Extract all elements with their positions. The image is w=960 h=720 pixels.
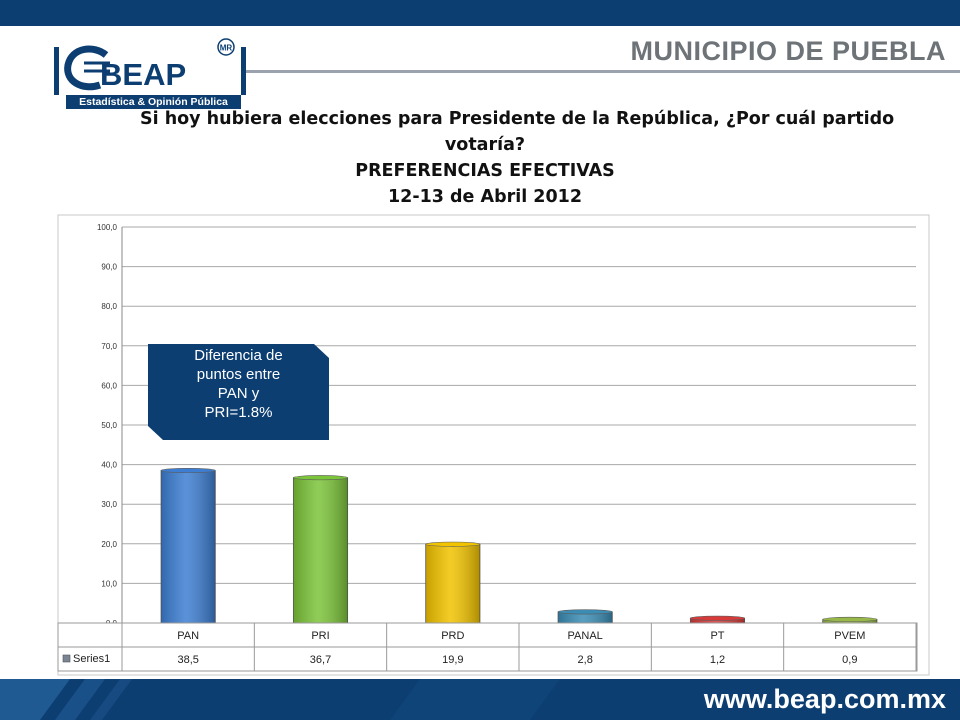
category-label: PANAL — [568, 630, 603, 642]
website-url: www.beap.com.mx — [703, 684, 946, 714]
bar-pri — [292, 475, 349, 624]
category-label: PVEM — [834, 630, 865, 642]
legend-key — [62, 654, 71, 663]
value-label: 0,9 — [842, 654, 857, 666]
value-label: 38,5 — [177, 654, 198, 666]
category-label: PT — [710, 630, 724, 642]
logo-word: BEAP — [100, 57, 186, 92]
municipality-heading: MUNICIPIO DE PUEBLA — [630, 36, 946, 66]
logo-mark: MR — [220, 44, 233, 53]
bar-prd — [425, 541, 481, 624]
callout-line-3: PAN y — [217, 385, 260, 402]
chart-title-line-2: votaría? — [444, 135, 526, 155]
y-tick-label: 50,0 — [101, 421, 117, 430]
value-label: 1,2 — [710, 654, 725, 666]
bar-top — [557, 609, 613, 615]
beap-logo: BEAP MR Estadística & Opinión Pública — [54, 33, 247, 113]
category-label: PAN — [177, 630, 199, 642]
value-label: 36,7 — [310, 654, 331, 666]
category-label: PRD — [441, 630, 464, 642]
bar-panal — [557, 609, 613, 624]
chart-title: Si hoy hubiera elecciones para President… — [140, 106, 895, 210]
bar-shading — [293, 477, 348, 623]
bar-pvem — [822, 616, 878, 624]
series-name: Series1 — [73, 653, 110, 665]
category-label: PRI — [311, 630, 329, 642]
top-banner — [0, 0, 960, 26]
value-label: 2,8 — [578, 654, 593, 666]
y-tick-label: 60,0 — [101, 381, 117, 390]
bar-top — [690, 615, 745, 621]
difference-callout — [148, 344, 329, 440]
bar-shading — [161, 470, 216, 623]
y-tick-label: 100,0 — [97, 223, 118, 232]
bar-pan — [160, 468, 216, 624]
bar-top — [822, 616, 878, 622]
callout-line-2: puntos entre — [196, 366, 281, 383]
bar-top — [293, 475, 348, 481]
bar-pt — [689, 615, 746, 624]
chart-title-line-3: PREFERENCIAS EFECTIVAS — [355, 161, 615, 181]
callout-line-4: PRI=1.8% — [204, 404, 273, 421]
y-tick-label: 80,0 — [101, 302, 117, 311]
y-tick-label: 20,0 — [101, 540, 117, 549]
callout-line-1: Diferencia de — [194, 347, 283, 364]
header-divider — [245, 70, 960, 73]
callout-text: Diferencia de puntos entre PAN y PRI=1.8… — [148, 346, 329, 422]
bar-shading — [558, 611, 613, 623]
y-tick-label: 70,0 — [101, 342, 117, 351]
y-tick-label: 40,0 — [101, 461, 117, 470]
bar-shading — [425, 544, 480, 623]
footer-stripes — [0, 679, 560, 720]
chart-title-line-1: Si hoy hubiera elecciones para President… — [140, 109, 895, 129]
chart-title-line-4: 12-13 de Abril 2012 — [387, 187, 583, 207]
bar-top — [425, 541, 481, 547]
y-tick-label: 90,0 — [101, 263, 117, 272]
value-label: 19,9 — [442, 654, 463, 666]
y-tick-label: 10,0 — [101, 579, 117, 588]
y-tick-label: 30,0 — [101, 500, 117, 509]
logo-tagline: Estadística & Opinión Pública — [66, 95, 241, 109]
bar-top — [160, 468, 216, 474]
